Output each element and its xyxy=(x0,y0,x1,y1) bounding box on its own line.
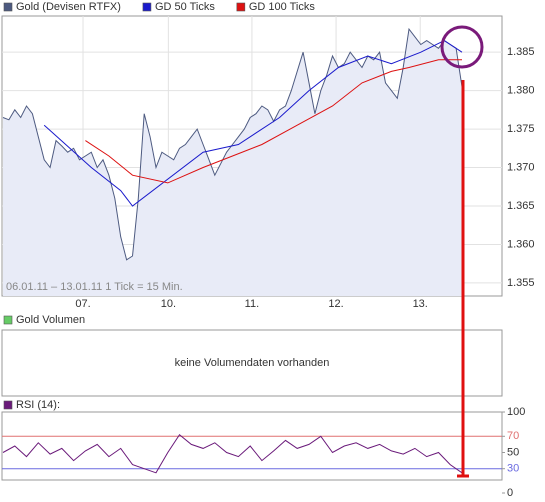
caption: 06.01.11 – 13.01.11 1 Tick = 15 Min. xyxy=(6,281,183,293)
legend-label: GD 100 Ticks xyxy=(249,1,316,13)
legend-label: Gold (Devisen RTFX) xyxy=(16,1,121,13)
series-line xyxy=(2,27,463,261)
x-tick-label: 11. xyxy=(245,298,259,310)
x-tick-label: 12. xyxy=(328,298,343,310)
y-tick-label: 100 xyxy=(507,406,525,418)
x-tick-label: 10. xyxy=(161,298,176,310)
y-tick-label: 50 xyxy=(507,446,519,458)
legend-swatch xyxy=(3,315,13,325)
legend-label: GD 50 Ticks xyxy=(155,1,215,13)
y-tick-label: 1.355 xyxy=(507,277,535,289)
y-tick-label: 1.360 xyxy=(507,238,535,250)
annotation: keine Volumendaten vorhanden xyxy=(175,357,330,369)
y-tick-label: 1.370 xyxy=(507,161,535,173)
legend-label: Gold Volumen xyxy=(16,314,85,326)
series-line xyxy=(43,40,463,207)
x-tick-label: 07. xyxy=(75,298,90,310)
series-line xyxy=(2,433,463,474)
y-tick-label: 70 xyxy=(507,430,519,442)
y-tick-label: 1.380 xyxy=(507,85,535,97)
y-tick-label: 1.375 xyxy=(507,123,535,135)
panel xyxy=(1,411,503,481)
legend-swatch xyxy=(3,400,13,410)
highlight-circle xyxy=(440,25,484,69)
legend-swatch xyxy=(142,2,152,12)
series-line xyxy=(85,59,462,184)
panel xyxy=(1,329,503,397)
price-area xyxy=(3,29,462,296)
legend-label: RSI (14): xyxy=(16,399,60,411)
legend-swatch xyxy=(3,2,13,12)
y-tick-label: 1.365 xyxy=(507,200,535,212)
legend-swatch xyxy=(236,2,246,12)
x-tick-label: 13. xyxy=(413,298,428,310)
y-tick-label: 30 xyxy=(507,463,519,475)
y-tick-label: 0 xyxy=(507,487,513,499)
y-tick-label: 1.385 xyxy=(507,46,535,58)
